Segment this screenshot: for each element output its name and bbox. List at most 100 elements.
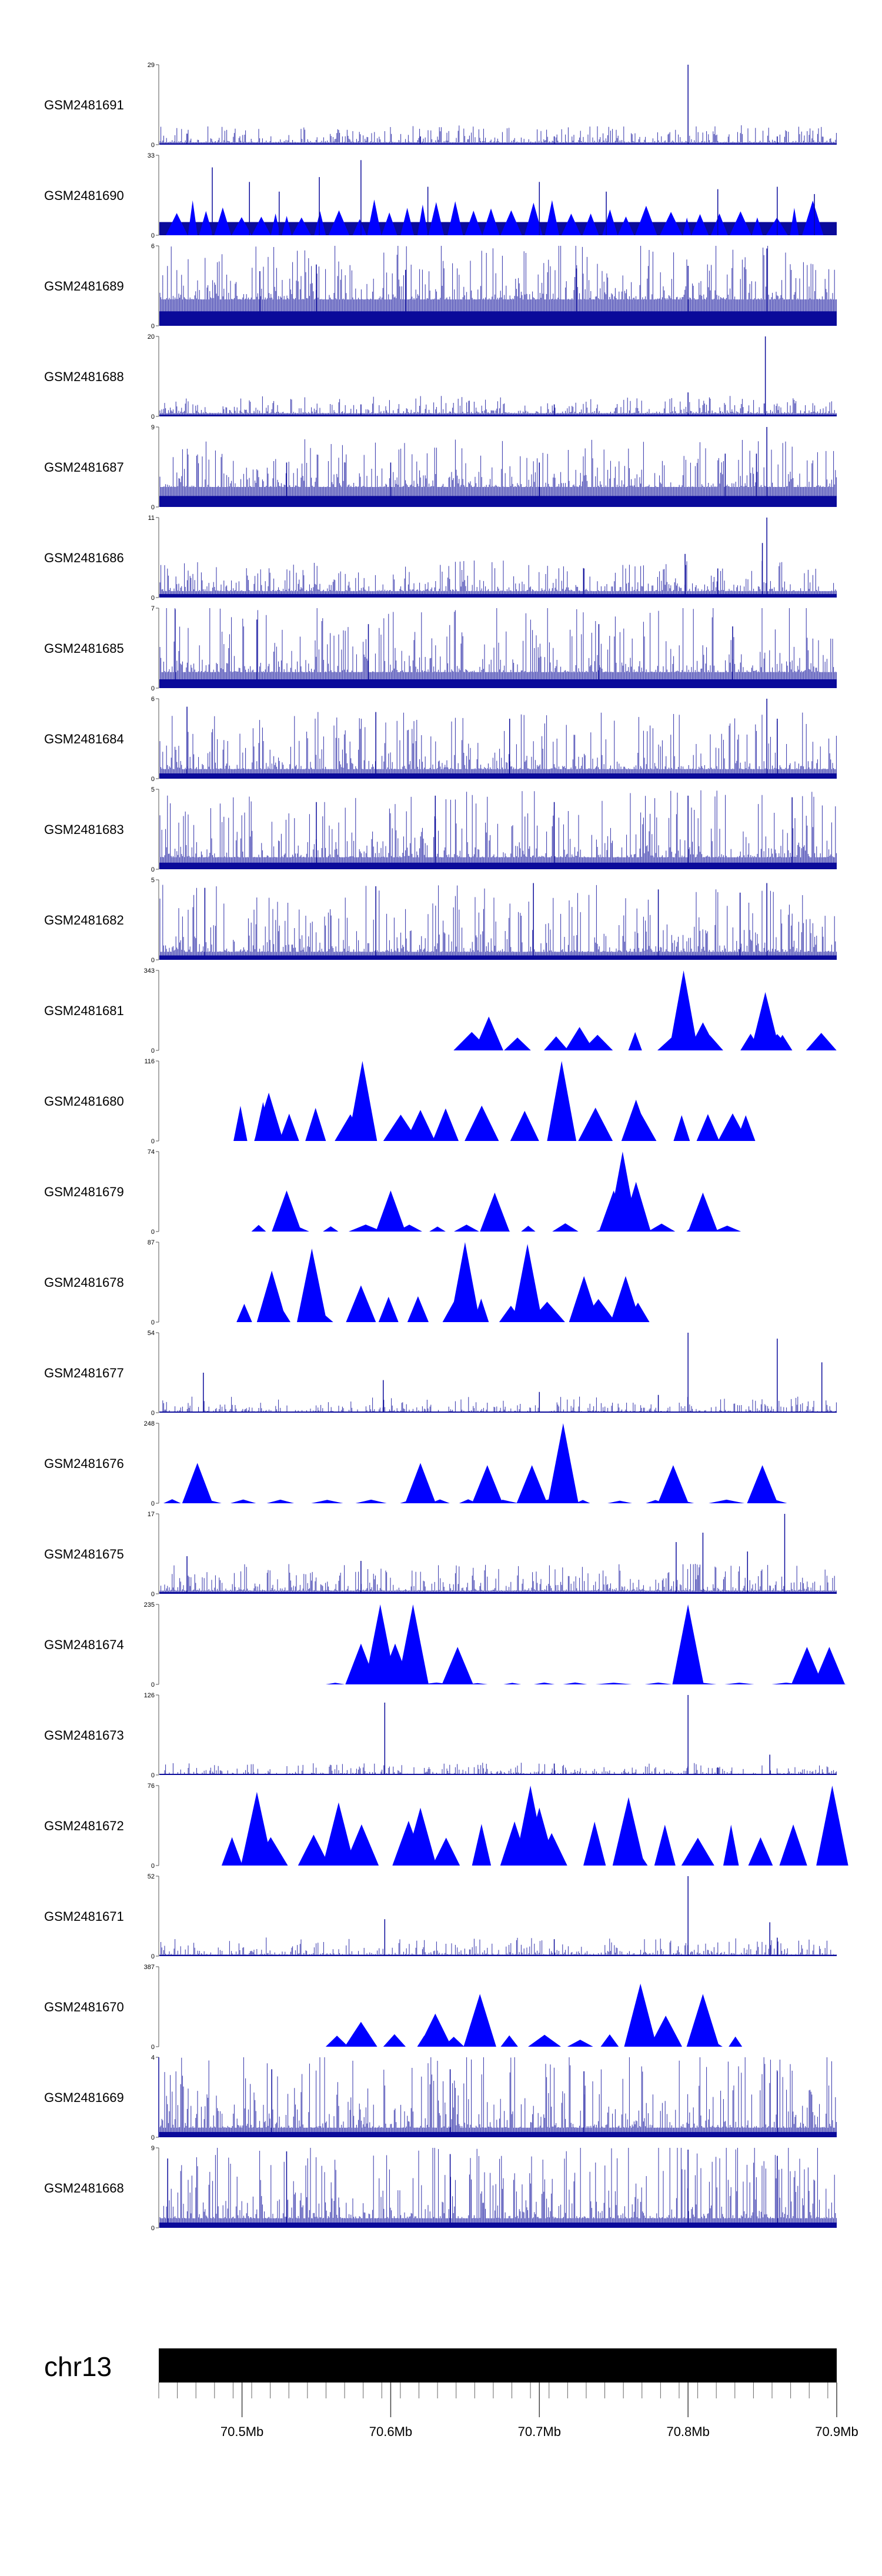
coverage-triangles <box>236 1296 650 1322</box>
coverage-baseline-band <box>159 496 837 507</box>
peak-triangle <box>816 1786 848 1866</box>
y-max-label: 6 <box>151 243 155 250</box>
track-label: GSM2481687 <box>44 460 124 475</box>
peak-triangle <box>322 1802 355 1866</box>
peak-triangle <box>450 1242 480 1322</box>
x-tick-label: 70.6Mb <box>369 2424 412 2439</box>
track-label: GSM2481682 <box>44 913 124 927</box>
peak-triangle <box>547 1423 579 1503</box>
track-GSM2481670: GSM2481670 387 0 <box>44 1964 743 2051</box>
y-zero-label: 0 <box>151 2044 155 2051</box>
peak-triangle <box>686 1994 720 2047</box>
peak-triangle <box>240 1791 273 1866</box>
coverage-triangles <box>453 1032 837 1050</box>
y-max-label: 126 <box>144 1692 155 1699</box>
peak-triangle <box>516 1465 547 1503</box>
coverage-baseline-band <box>159 415 837 416</box>
track-label: GSM2481676 <box>44 1456 124 1471</box>
track-GSM2481685: GSM2481685 7 0 <box>44 605 837 692</box>
y-zero-label: 0 <box>151 2225 155 2232</box>
y-zero-label: 0 <box>151 232 155 239</box>
y-max-label: 9 <box>151 424 155 431</box>
peak-triangle <box>404 1807 437 1866</box>
track-GSM2481675: GSM2481675 17 0 <box>44 1511 837 1598</box>
peak-triangle <box>610 1276 641 1322</box>
track-GSM2481673: GSM2481673 126 0 <box>44 1692 837 1779</box>
track-label: GSM2481670 <box>44 2000 124 2014</box>
peak-triangle <box>182 1463 213 1503</box>
track-label: GSM2481684 <box>44 732 124 746</box>
y-zero-label: 0 <box>151 142 155 149</box>
peak-triangle <box>621 1182 651 1232</box>
y-zero-label: 0 <box>151 504 155 511</box>
peak-triangle <box>405 1463 436 1503</box>
coverage-baseline-band <box>159 1955 837 1956</box>
peak-triangle <box>406 1110 435 1141</box>
track-label: GSM2481678 <box>44 1275 124 1290</box>
peak-triangle <box>419 2013 452 2047</box>
coverage-baseline-band <box>159 2132 837 2137</box>
track-label: GSM2481677 <box>44 1366 124 1380</box>
y-max-label: 29 <box>148 62 155 69</box>
track-GSM2481687: GSM2481687 9 0 <box>44 424 837 511</box>
y-zero-label: 0 <box>151 1863 155 1870</box>
y-max-label: 54 <box>148 1330 155 1337</box>
coverage-triangles <box>221 1821 838 1866</box>
track-GSM2481681: GSM2481681 343 0 <box>44 967 837 1055</box>
track-GSM2481682: GSM2481682 5 0 <box>44 877 837 964</box>
track-GSM2481691: GSM2481691 29 0 <box>44 62 837 149</box>
peak-triangle <box>763 1034 792 1050</box>
x-tick-label: 70.7Mb <box>518 2424 561 2439</box>
y-max-label: 5 <box>151 877 155 884</box>
coverage-triangles <box>233 1102 756 1141</box>
chromosome-ideogram: chr13 70.5Mb 70.6Mb 70.7Mb 70.8Mb 70.9Mb <box>44 2348 858 2439</box>
peak-triangle <box>348 1061 377 1141</box>
peak-triangle <box>718 1113 747 1141</box>
coverage-baseline-band <box>159 594 837 598</box>
peak-triangle <box>297 1248 327 1322</box>
peak-triangle <box>523 1807 556 1866</box>
track-label: GSM2481688 <box>44 369 124 384</box>
y-zero-label: 0 <box>151 1500 155 1507</box>
x-tick-label: 70.9Mb <box>815 2424 858 2439</box>
peak-triangle <box>512 1244 543 1322</box>
peak-triangle <box>747 1465 778 1503</box>
peak-triangle <box>621 1099 651 1141</box>
peak-triangle <box>376 1190 406 1232</box>
y-zero-label: 0 <box>151 1953 155 1960</box>
coverage-baseline-band <box>159 862 837 869</box>
coverage-baseline-band <box>159 679 837 688</box>
y-max-label: 74 <box>148 1149 155 1156</box>
y-max-label: 11 <box>148 515 155 522</box>
track-label: GSM2481683 <box>44 822 124 837</box>
track-GSM2481676: GSM2481676 248 0 <box>44 1420 787 1507</box>
y-zero-label: 0 <box>151 957 155 964</box>
peak-triangle <box>547 1061 577 1141</box>
peak-triangle <box>688 1192 718 1232</box>
track-GSM2481672: GSM2481672 76 0 <box>44 1783 848 1870</box>
track-label: GSM2481691 <box>44 98 124 112</box>
peak-triangle <box>474 1016 503 1050</box>
y-zero-label: 0 <box>151 1047 155 1055</box>
track-label: GSM2481680 <box>44 1094 124 1109</box>
peak-triangle <box>672 1604 704 1684</box>
peak-triangle <box>612 1797 645 1866</box>
y-max-label: 235 <box>144 1601 155 1609</box>
track-label: GSM2481669 <box>44 2090 124 2105</box>
coverage-baseline-band <box>159 311 837 326</box>
y-max-label: 6 <box>151 696 155 703</box>
y-max-label: 7 <box>151 605 155 612</box>
y-zero-label: 0 <box>151 866 155 873</box>
coverage-baseline-band <box>159 1774 837 1775</box>
y-max-label: 87 <box>148 1239 155 1246</box>
chromosome-label: chr13 <box>44 2351 112 2382</box>
peak-triangle <box>345 2021 377 2047</box>
y-max-label: 20 <box>148 333 155 341</box>
track-label: GSM2481672 <box>44 1818 124 1833</box>
peak-triangle <box>256 1270 287 1322</box>
track-GSM2481677: GSM2481677 54 0 <box>44 1330 837 1417</box>
coverage-baseline-band <box>159 773 837 779</box>
y-zero-label: 0 <box>151 413 155 421</box>
track-GSM2481668: GSM2481668 9 0 <box>44 2145 837 2232</box>
coverage-triangles <box>166 199 824 235</box>
